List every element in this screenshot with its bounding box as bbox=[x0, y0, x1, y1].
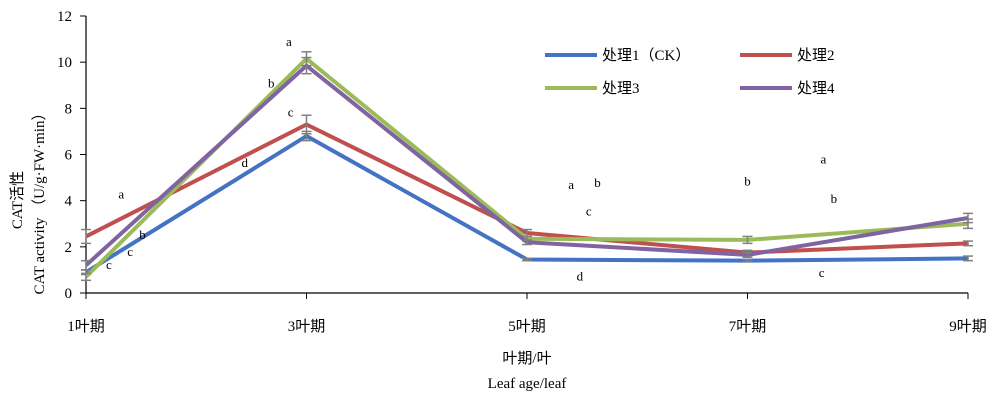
error-bar bbox=[301, 114, 312, 135]
legend-label: 处理2 bbox=[797, 47, 835, 64]
y-axis-title-cn: CAT活性 bbox=[9, 171, 26, 229]
significance-letter: a bbox=[286, 34, 292, 49]
legend-label: 处理4 bbox=[797, 80, 835, 97]
y-tick-label: 6 bbox=[65, 148, 73, 164]
x-axis-title-en: Leaf age/leaf bbox=[488, 376, 567, 392]
axes: 0 2 4 6 8 10 12 1叶期 3叶期 5叶期 7叶期 9叶期 bbox=[57, 9, 987, 335]
error-bar bbox=[81, 228, 91, 245]
legend-label: 处理1（CK） bbox=[602, 47, 690, 64]
significance-letter: c bbox=[819, 265, 825, 280]
error-bar bbox=[963, 240, 973, 247]
error-bar bbox=[742, 235, 753, 245]
legend-item: 处理1（CK） bbox=[545, 47, 690, 64]
significance-letter: c bbox=[288, 104, 294, 119]
error-bar bbox=[963, 255, 973, 262]
significance-letter: b bbox=[139, 227, 146, 242]
legend-item: 处理2 bbox=[740, 47, 835, 64]
y-tick-label: 10 bbox=[57, 55, 72, 71]
x-tick-label: 9叶期 bbox=[949, 318, 987, 335]
series-1 bbox=[81, 130, 973, 276]
y-tick-label: 8 bbox=[65, 101, 73, 117]
series-3 bbox=[81, 51, 973, 282]
error-bar bbox=[301, 56, 312, 75]
x-axis-title-cn: 叶期/叶 bbox=[502, 350, 551, 367]
significance-letter: b bbox=[268, 76, 275, 91]
significance-letter: d bbox=[577, 268, 584, 283]
significance-letter: a bbox=[568, 177, 574, 192]
x-tick-label: 5叶期 bbox=[508, 318, 546, 335]
significance-letter: b bbox=[744, 174, 751, 189]
series-4 bbox=[81, 56, 973, 271]
significance-letter: a bbox=[820, 152, 826, 167]
error-bar bbox=[522, 239, 532, 246]
legend-item: 处理3 bbox=[545, 80, 640, 97]
x-tick-label: 1叶期 bbox=[67, 318, 105, 335]
legend: 处理1（CK） 处理2 处理3 处理4 bbox=[545, 47, 835, 97]
y-tick-label: 12 bbox=[57, 9, 72, 25]
y-tick-label: 0 bbox=[65, 286, 73, 302]
significance-letter: a bbox=[118, 186, 124, 201]
x-tick-label: 3叶期 bbox=[288, 318, 326, 335]
significance-letter: c bbox=[106, 257, 112, 272]
y-tick-label: 2 bbox=[65, 240, 73, 256]
error-bar bbox=[742, 258, 753, 263]
significance-letter: c bbox=[586, 204, 592, 219]
legend-item: 处理4 bbox=[740, 80, 835, 97]
error-bar bbox=[81, 272, 91, 282]
significance-letters: abccabcdabcdbabcaabc bbox=[106, 34, 838, 283]
significance-letter: b bbox=[831, 191, 838, 206]
significance-letter: b bbox=[594, 175, 601, 190]
error-bar bbox=[742, 251, 753, 258]
significance-letter: c bbox=[127, 244, 133, 259]
error-bar bbox=[81, 259, 91, 271]
y-axis-title-en: CAT activity （U/g·FW·min） bbox=[31, 106, 48, 295]
error-bar bbox=[522, 257, 532, 262]
error-bar bbox=[963, 212, 973, 224]
series-layer bbox=[81, 51, 973, 282]
significance-letter: d bbox=[242, 155, 249, 170]
legend-label: 处理3 bbox=[602, 80, 640, 97]
x-tick-label: 7叶期 bbox=[729, 318, 767, 335]
y-tick-label: 4 bbox=[65, 194, 73, 210]
